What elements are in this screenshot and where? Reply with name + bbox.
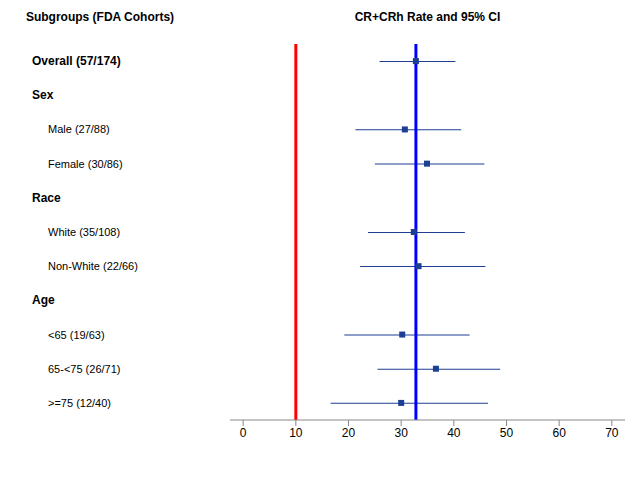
svg-text:50: 50 (500, 426, 514, 440)
svg-text:Race: Race (32, 191, 61, 205)
svg-text:>=75 (12/40): >=75 (12/40) (48, 397, 111, 409)
svg-text:Non-White (22/66): Non-White (22/66) (48, 260, 138, 272)
html-text:Subgroups (FDA Cohorts): Subgroups (FDA Cohorts) (25, 10, 175, 24)
svg-text:40: 40 (447, 426, 461, 440)
svg-text:20: 20 (342, 426, 356, 440)
svg-text:Female (30/86): Female (30/86) (48, 158, 123, 170)
svg-text:White (35/108): White (35/108) (48, 226, 120, 238)
svg-text:Age: Age (32, 293, 55, 307)
svg-text:Overall (57/174): Overall (57/174) (32, 54, 121, 68)
svg-text:<65 (19/63): <65 (19/63) (48, 329, 105, 341)
svg-text:65-<75 (26/71): 65-<75 (26/71) (48, 363, 120, 375)
svg-text:10: 10 (289, 426, 303, 440)
svg-text:70: 70 (605, 426, 619, 440)
svg-text:0: 0 (240, 426, 247, 440)
svg-text:60: 60 (552, 426, 566, 440)
svg-text:Male (27/88): Male (27/88) (48, 123, 110, 135)
svg-text:Sex: Sex (32, 88, 54, 102)
svg-text:30: 30 (394, 426, 408, 440)
html-text:CR+CRh Rate and 95% CI: CR+CRh Rate and 95% CI (354, 10, 501, 24)
